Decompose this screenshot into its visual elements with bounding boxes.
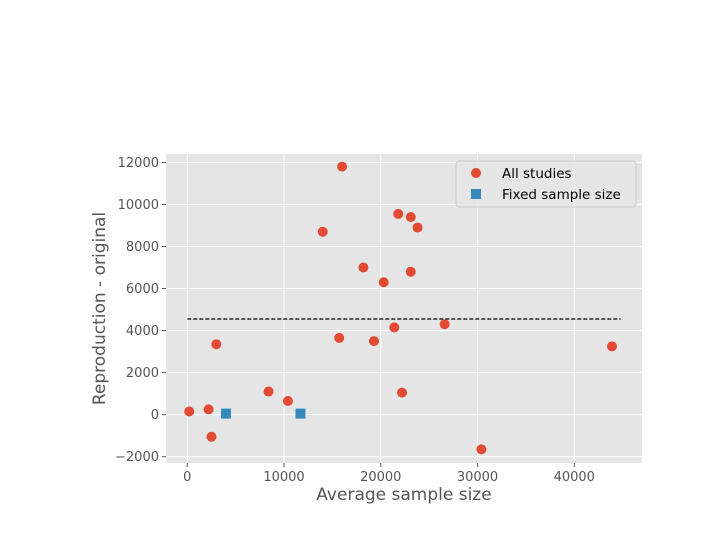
data-point-all-studies — [337, 161, 348, 172]
x-tick-label: 20000 — [360, 470, 401, 485]
x-tick-label: 40000 — [554, 470, 595, 485]
data-point-all-studies — [405, 266, 416, 277]
legend-marker-all-studies — [471, 168, 481, 178]
data-point-all-studies — [397, 387, 408, 398]
x-axis-label: Average sample size — [316, 485, 491, 505]
legend-box — [455, 160, 637, 208]
data-point-all-studies — [389, 322, 400, 333]
y-tick-label: 12000 — [118, 156, 159, 171]
data-points — [184, 161, 618, 455]
y-axis-ticks: −2000 0 2000 4000 6000 8000 10000 12000 — [115, 156, 166, 465]
data-point-all-studies — [203, 404, 214, 415]
data-point-all-studies — [206, 431, 217, 442]
data-point-all-studies — [358, 262, 369, 273]
data-point-fixed-sample-size — [220, 408, 231, 419]
y-tick-label: 4000 — [126, 324, 159, 339]
x-tick-label: 10000 — [263, 470, 304, 485]
data-point-all-studies — [393, 208, 404, 219]
data-point-all-studies — [476, 444, 487, 455]
data-point-all-studies — [405, 212, 416, 223]
data-point-all-studies — [334, 332, 345, 343]
y-tick-label: 8000 — [126, 240, 159, 255]
data-point-all-studies — [378, 277, 389, 288]
data-point-all-studies — [184, 406, 195, 417]
legend-marker-fixed-sample-size — [471, 189, 481, 199]
x-tick-label: 30000 — [457, 470, 498, 485]
data-point-all-studies — [439, 319, 450, 330]
data-point-all-studies — [412, 222, 423, 233]
legend: All studies Fixed sample size — [455, 160, 637, 208]
y-tick-label: 0 — [151, 408, 159, 423]
data-point-all-studies — [607, 341, 618, 352]
data-point-all-studies — [282, 395, 293, 406]
x-tick-label: 0 — [183, 470, 191, 485]
y-tick-label: 10000 — [118, 198, 159, 213]
data-point-fixed-sample-size — [295, 408, 306, 419]
y-tick-label: 2000 — [126, 366, 159, 381]
data-point-all-studies — [317, 226, 328, 237]
data-point-all-studies — [369, 336, 380, 347]
y-tick-label: −2000 — [115, 450, 159, 465]
y-tick-label: 6000 — [126, 282, 159, 297]
gridlines — [166, 154, 642, 463]
legend-label-all-studies: All studies — [502, 166, 572, 182]
data-point-all-studies — [211, 339, 222, 350]
legend-label-fixed-sample-size: Fixed sample size — [502, 187, 621, 203]
x-axis-ticks: 0 10000 20000 30000 40000 — [183, 463, 595, 485]
y-axis-label: Reproduction - original — [90, 212, 110, 405]
data-point-all-studies — [263, 386, 274, 397]
